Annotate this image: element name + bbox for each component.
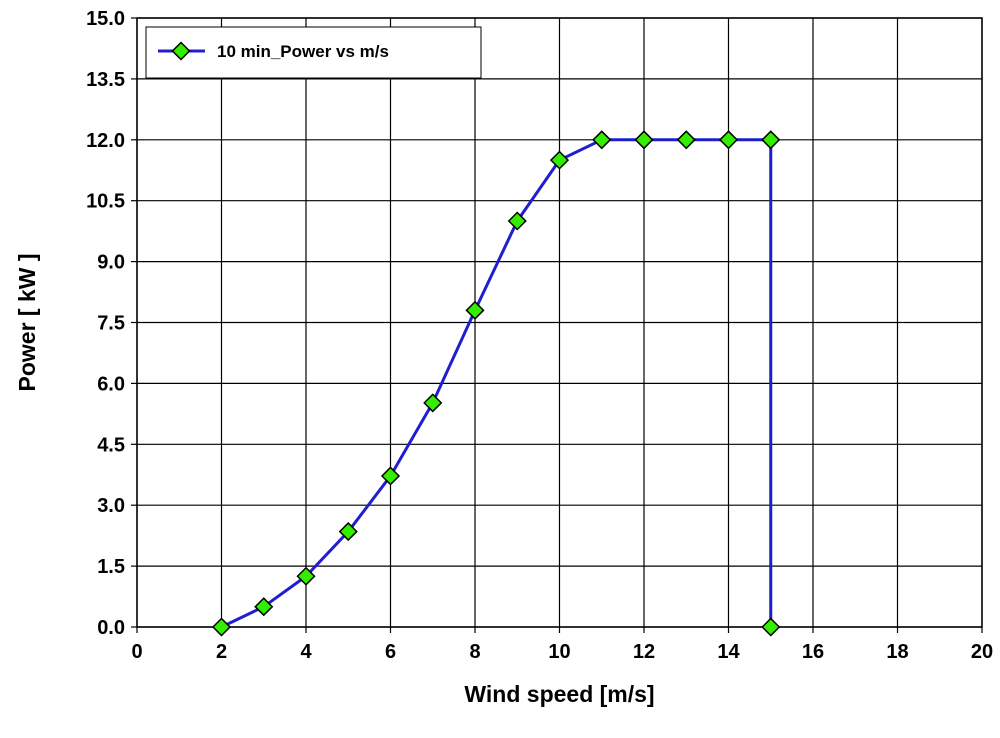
y-tick-label: 4.5 — [97, 434, 125, 456]
data-point-marker — [211, 617, 232, 637]
data-point-marker — [338, 522, 358, 542]
data-point-marker — [296, 566, 316, 586]
data-point-marker — [592, 130, 612, 150]
data-point-marker — [676, 130, 696, 150]
y-tick-label: 3.0 — [97, 495, 125, 517]
data-point-marker — [761, 617, 781, 637]
y-tick-label: 12.0 — [86, 130, 125, 152]
series-layer — [211, 130, 781, 637]
x-tick-label: 2 — [216, 641, 227, 663]
y-axis-title: Power [ kW ] — [14, 253, 40, 391]
y-tick-label: 0.0 — [97, 617, 125, 639]
grid — [136, 17, 983, 628]
x-tick-label: 0 — [131, 641, 142, 663]
data-point-marker — [465, 300, 485, 320]
x-tick-label: 12 — [633, 641, 655, 663]
y-axis-ticks: 0.0 1.5 3.0 4.5 6.0 7.5 9.0 10.5 12.0 13.5 15.0 — [86, 8, 137, 639]
data-point-marker — [761, 130, 781, 150]
x-axis-ticks: 0 2 4 6 8 10 12 14 16 18 20 — [131, 627, 993, 663]
x-tick-label: 14 — [717, 641, 740, 663]
y-tick-label: 7.5 — [97, 313, 125, 335]
x-tick-label: 10 — [548, 641, 570, 663]
legend: 10 min_Power vs m/s — [145, 26, 482, 79]
x-axis-title: Wind speed [m/s] — [464, 681, 654, 707]
data-point-marker — [254, 597, 274, 617]
y-tick-label: 9.0 — [97, 252, 125, 274]
legend-label: 10 min_Power vs m/s — [217, 42, 389, 61]
x-tick-label: 8 — [469, 641, 480, 663]
data-point-marker — [507, 211, 527, 231]
y-tick-label: 10.5 — [86, 191, 125, 213]
data-point-marker — [380, 466, 401, 486]
y-tick-label: 15.0 — [86, 8, 125, 30]
x-tick-label: 16 — [802, 641, 824, 663]
data-point-marker — [423, 393, 443, 413]
x-tick-label: 4 — [300, 641, 312, 663]
x-tick-label: 20 — [971, 641, 993, 663]
legend-diamond-marker — [171, 41, 191, 61]
data-point-marker — [634, 130, 654, 150]
data-point-marker — [718, 130, 739, 150]
x-tick-label: 6 — [385, 641, 396, 663]
x-tick-label: 18 — [886, 641, 908, 663]
y-tick-label: 1.5 — [97, 556, 125, 578]
y-tick-label: 6.0 — [97, 373, 125, 395]
y-tick-label: 13.5 — [86, 69, 125, 91]
data-point-marker — [549, 150, 570, 170]
